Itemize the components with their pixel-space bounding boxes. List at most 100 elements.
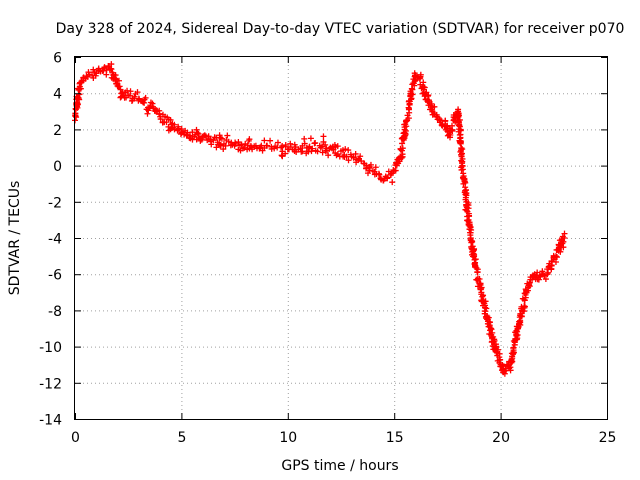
marker [194, 129, 201, 136]
marker [357, 153, 364, 160]
marker [195, 130, 202, 137]
marker [261, 137, 268, 144]
marker [458, 151, 465, 158]
x-axis: 0 5 10 15 20 25 [71, 57, 616, 446]
marker [72, 113, 79, 120]
marker [345, 157, 352, 164]
marker [421, 84, 428, 91]
marker [428, 100, 435, 107]
marker [462, 194, 469, 201]
marker [491, 337, 498, 344]
marker [312, 139, 319, 146]
chart-title: Day 328 of 2024, Sidereal Day-to-day VTE… [56, 21, 625, 37]
y-tick-label: -4 [48, 232, 62, 248]
marker [389, 179, 396, 186]
marker [457, 139, 464, 146]
marker [78, 78, 85, 85]
marker [465, 199, 472, 206]
marker [515, 325, 522, 332]
marker [553, 254, 560, 261]
marker [127, 88, 134, 95]
marker [412, 77, 419, 84]
marker [560, 244, 567, 251]
marker [331, 142, 338, 149]
marker [486, 322, 493, 329]
marker [319, 143, 326, 150]
marker [298, 148, 305, 155]
marker [222, 142, 229, 149]
marker [220, 146, 227, 153]
x-tick-label: 20 [492, 430, 510, 446]
marker [465, 210, 472, 217]
marker [477, 280, 484, 287]
y-tick-label: -14 [39, 413, 62, 429]
marker [561, 230, 568, 237]
marker [156, 107, 163, 114]
plot-frame [74, 56, 608, 420]
y-tick-label: -8 [48, 304, 62, 320]
marker [462, 184, 469, 191]
marker [380, 177, 387, 184]
marker [399, 145, 406, 152]
marker [524, 287, 531, 294]
marker [92, 72, 99, 79]
marker [267, 137, 274, 144]
marker [367, 161, 374, 168]
marker [483, 305, 490, 312]
marker [272, 143, 279, 150]
marker [496, 357, 503, 364]
marker [485, 314, 492, 321]
marker [287, 140, 294, 147]
x-tick-label: 5 [177, 430, 186, 446]
marker [239, 145, 246, 152]
marker [314, 148, 321, 155]
marker [91, 69, 98, 76]
marker [405, 106, 412, 113]
marker [457, 127, 464, 134]
marker [461, 178, 468, 185]
marker [372, 164, 379, 171]
marker [388, 170, 395, 177]
marker [142, 94, 149, 101]
marker [526, 279, 533, 286]
marker [175, 123, 182, 130]
marker [489, 329, 496, 336]
marker [249, 146, 256, 153]
marker [392, 167, 399, 174]
marker [217, 141, 224, 148]
marker [246, 136, 253, 143]
marker [259, 147, 266, 154]
marker [542, 276, 549, 283]
marker [492, 341, 499, 348]
marker [178, 125, 185, 132]
marker [509, 355, 516, 362]
marker [157, 116, 164, 123]
marker [487, 325, 494, 332]
marker [83, 73, 90, 80]
x-axis-label: GPS time / hours [281, 458, 398, 474]
marker [384, 174, 391, 181]
marker [560, 238, 567, 245]
marker [517, 317, 524, 324]
marker [460, 175, 467, 182]
marker [459, 163, 466, 170]
marker [472, 256, 479, 263]
marker [507, 367, 514, 374]
marker [189, 129, 196, 136]
marker [167, 116, 174, 123]
marker [557, 248, 564, 255]
y-tick-label: -10 [39, 340, 62, 356]
marker [408, 95, 415, 102]
marker [293, 149, 300, 156]
marker [352, 150, 359, 157]
marker [476, 275, 483, 282]
marker [153, 107, 160, 114]
marker [472, 263, 479, 270]
x-tick-label: 15 [386, 430, 404, 446]
marker [467, 229, 474, 236]
marker [468, 226, 475, 233]
marker [470, 247, 477, 254]
marker [496, 350, 503, 357]
marker [455, 122, 462, 129]
